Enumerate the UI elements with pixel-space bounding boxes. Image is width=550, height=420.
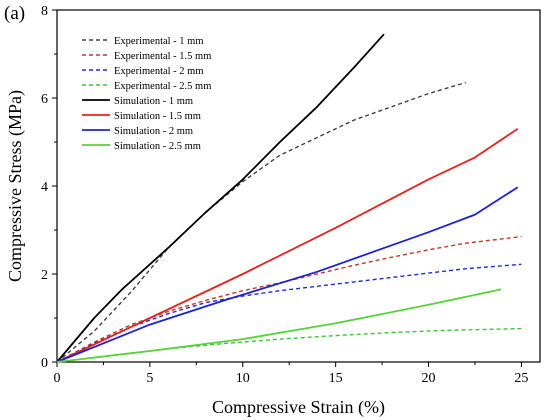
legend-label-6: Simulation - 1.5 mm: [114, 111, 201, 122]
y-axis-title: Compressive Stress (MPa): [5, 90, 26, 282]
y-tick-label: 8: [41, 4, 48, 19]
series-line-1: [56, 81, 466, 363]
x-tick-label: 20: [422, 371, 436, 386]
x-tick-label: 10: [236, 371, 250, 386]
legend-label-1: Experimental - 1 mm: [114, 36, 204, 47]
series-line-6: [56, 128, 519, 363]
series-line-4: [56, 327, 522, 363]
series-line-7: [56, 186, 519, 363]
legend-label-7: Simulation - 2 mm: [114, 126, 193, 137]
x-tick-label: 25: [514, 371, 528, 386]
x-tick-label: 5: [146, 371, 153, 386]
x-axis-title: Compressive Strain (%): [212, 397, 385, 418]
x-tick-label: 15: [329, 371, 343, 386]
legend-label-2: Experimental - 1.5 mm: [114, 51, 211, 62]
legend-label-8: Simulation - 2.5 mm: [114, 141, 201, 152]
x-tick-label: 0: [54, 371, 61, 386]
legend-label-5: Simulation - 1 mm: [114, 96, 193, 107]
y-tick-label: 6: [41, 92, 48, 107]
series-line-5: [56, 33, 385, 363]
legend-label-4: Experimental - 2.5 mm: [114, 81, 211, 92]
plot-frame: [56, 9, 541, 363]
series-line-3: [56, 263, 522, 363]
panel-label: (a): [4, 3, 26, 24]
y-tick-label: 2: [41, 268, 48, 283]
legend-label-3: Experimental - 2 mm: [114, 66, 204, 77]
series-line-8: [56, 288, 502, 363]
y-tick-label: 0: [41, 356, 48, 371]
y-tick-label: 4: [41, 180, 48, 195]
